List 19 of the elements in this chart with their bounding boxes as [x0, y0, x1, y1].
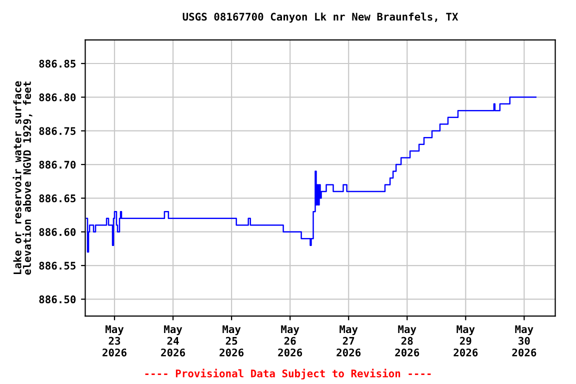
y-tick-label: 886.75 [39, 127, 76, 135]
x-tick-label: May 25 2026 [220, 325, 244, 356]
text: ---- Provisional Data Subject to Revision ---- [145, 368, 431, 380]
y-tick-label: 886.80 [39, 93, 76, 102]
x-tick-label: May 26 2026 [278, 325, 302, 356]
y-tick-label: 886.55 [39, 262, 76, 270]
y-tick-label: 886.85 [39, 60, 76, 68]
y-axis-title: Lake or reservoir water surface elevation above NGVD 1929, feet [12, 81, 32, 275]
x-tick-label: May 27 2026 [336, 325, 361, 356]
x-tick-label: May 30 2026 [512, 325, 536, 356]
x-tick-label: May 28 2026 [395, 325, 420, 356]
x-tick-label: May 23 2026 [102, 325, 126, 356]
y-tick-label: 886.70 [39, 160, 76, 169]
y-tick-label: 886.65 [39, 194, 76, 202]
y-tick-label: 886.60 [39, 228, 76, 236]
y-tick-label: 886.50 [39, 295, 76, 304]
x-tick-label: May 24 2026 [161, 325, 186, 356]
chart-title: USGS 08167700 Canyon Lk nr New Braunfels, TX [182, 12, 458, 23]
x-tick-label: May 29 2026 [454, 325, 478, 356]
